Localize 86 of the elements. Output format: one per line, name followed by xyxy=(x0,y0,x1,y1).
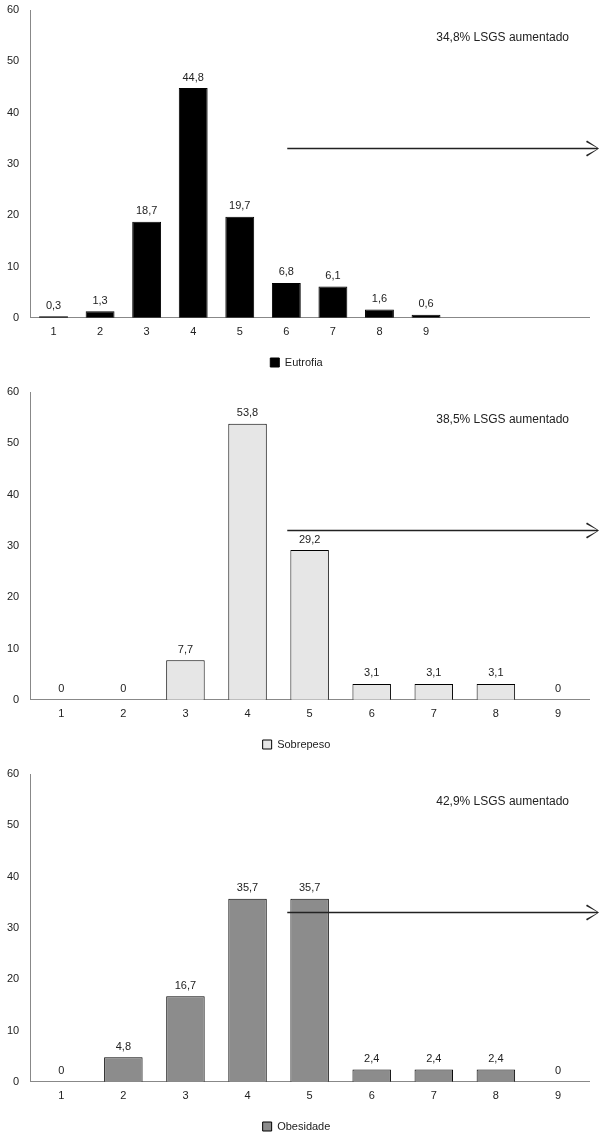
y-tick-label: 20 xyxy=(6,590,20,603)
data-label: 29,2 xyxy=(298,532,321,545)
y-tick-label: 0 xyxy=(13,310,20,323)
data-label: 3,1 xyxy=(426,666,442,679)
x-tick-label: 3 xyxy=(143,325,150,338)
x-tick-label: 9 xyxy=(554,1089,562,1102)
data-label: 1,3 xyxy=(92,293,108,306)
y-tick-label: 50 xyxy=(6,818,20,831)
y-tick-label: 30 xyxy=(6,156,20,169)
x-tick-label: 5 xyxy=(236,325,243,338)
y-tick-label: 40 xyxy=(6,869,20,882)
y-tick-label: 10 xyxy=(6,1023,20,1036)
x-tick-label: 6 xyxy=(283,325,290,338)
x-tick-label: 1 xyxy=(58,1089,65,1102)
x-tick-label: 3 xyxy=(182,707,189,720)
y-tick-label: 50 xyxy=(6,54,20,67)
bar xyxy=(225,216,255,318)
y-tick-label: 30 xyxy=(6,920,20,933)
x-tick-label: 7 xyxy=(430,1089,437,1102)
x-tick-label: 4 xyxy=(190,325,197,338)
y-tick-label: 10 xyxy=(6,641,20,654)
y-tick-label: 40 xyxy=(6,105,20,118)
x-tick-label: 4 xyxy=(244,1089,251,1102)
data-label: 1,6 xyxy=(371,292,388,305)
legend-label: Sobrepeso xyxy=(277,737,331,750)
data-label: 4,8 xyxy=(115,1039,132,1052)
data-label: 44,8 xyxy=(182,70,204,83)
x-tick-label: 8 xyxy=(492,1089,499,1102)
x-tick-label: 7 xyxy=(329,325,336,338)
legend-label: Obesidade xyxy=(277,1119,331,1132)
data-label: 35,7 xyxy=(236,881,259,894)
y-tick-label: 60 xyxy=(6,3,20,16)
data-label: 35,7 xyxy=(298,881,321,894)
y-tick-label: 20 xyxy=(6,208,20,221)
data-label: 19,7 xyxy=(229,199,251,212)
x-tick-label: 9 xyxy=(422,325,430,338)
y-tick-label: 60 xyxy=(6,767,20,780)
y-tick-label: 0 xyxy=(13,692,20,705)
data-label: 0 xyxy=(554,1064,562,1077)
y-tick-label: 10 xyxy=(6,259,20,272)
bar xyxy=(271,282,301,318)
x-tick-label: 5 xyxy=(306,707,313,720)
annotation: 42,9% LSGS aumentado xyxy=(436,794,570,809)
legend-label: Eutrofia xyxy=(284,355,324,368)
data-label: 0 xyxy=(58,682,65,695)
data-label: 2,4 xyxy=(488,1052,504,1065)
x-tick-label: 1 xyxy=(50,325,57,338)
bar xyxy=(178,87,208,318)
data-label: 0 xyxy=(58,1064,65,1077)
x-tick-label: 2 xyxy=(97,325,104,338)
x-tick-label: 6 xyxy=(368,707,375,720)
data-label: 7,7 xyxy=(177,642,194,655)
data-label: 53,8 xyxy=(236,406,259,419)
annotation: 38,5% LSGS aumentado xyxy=(436,412,570,427)
x-tick-label: 1 xyxy=(58,707,65,720)
y-tick-label: 60 xyxy=(6,385,20,398)
y-tick-label: 50 xyxy=(6,436,20,449)
data-label: 0 xyxy=(120,682,127,695)
y-tick-label: 0 xyxy=(13,1074,20,1087)
bar xyxy=(132,221,162,318)
data-label: 6,1 xyxy=(325,269,341,282)
y-tick-label: 20 xyxy=(6,972,20,985)
data-label: 0,6 xyxy=(418,297,434,310)
data-label: 0,3 xyxy=(45,298,62,311)
data-label: 2,4 xyxy=(364,1052,380,1065)
x-tick-label: 9 xyxy=(554,707,562,720)
data-label: 18,7 xyxy=(135,204,158,217)
x-tick-label: 4 xyxy=(244,707,251,720)
x-tick-label: 7 xyxy=(430,707,437,720)
data-label: 16,7 xyxy=(174,978,197,991)
x-tick-label: 2 xyxy=(120,1089,127,1102)
annotation: 34,8% LSGS aumentado xyxy=(436,30,570,45)
data-label: 2,4 xyxy=(426,1052,442,1065)
data-label: 3,1 xyxy=(364,666,380,679)
y-tick-label: 40 xyxy=(6,487,20,500)
y-tick-label: 30 xyxy=(6,538,20,551)
data-label: 6,8 xyxy=(278,265,294,278)
x-tick-label: 5 xyxy=(306,1089,313,1102)
x-tick-label: 6 xyxy=(368,1089,375,1102)
bar xyxy=(318,286,348,318)
data-label: 3,1 xyxy=(488,666,504,679)
x-tick-label: 2 xyxy=(120,707,127,720)
x-tick-label: 3 xyxy=(182,1089,189,1102)
x-tick-label: 8 xyxy=(492,707,499,720)
data-label: 0 xyxy=(554,682,562,695)
x-tick-label: 8 xyxy=(376,325,383,338)
